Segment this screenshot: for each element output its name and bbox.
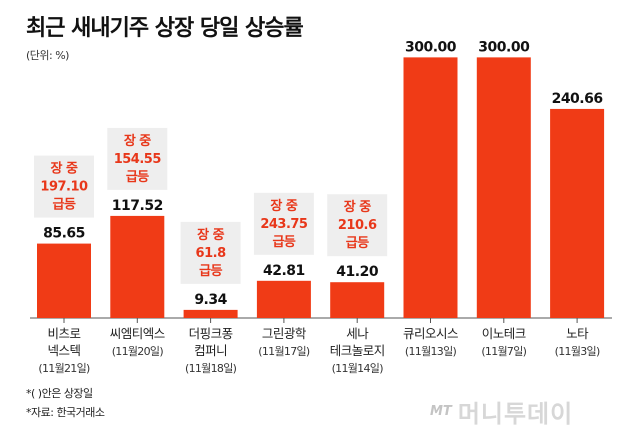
unit-label: (단위: %) (26, 49, 69, 62)
bar (256, 280, 311, 318)
listing-date-label: (11월21일) (38, 361, 90, 375)
intraday-callout-text: 급등 (126, 170, 149, 185)
intraday-callout-text: 61.8 (196, 246, 227, 261)
data-label: 41.20 (336, 264, 379, 280)
intraday-callout-text: 급등 (346, 236, 369, 251)
bar (330, 282, 385, 318)
data-label: 117.52 (112, 198, 163, 214)
intraday-callout-text: 급등 (272, 235, 295, 250)
intraday-callout-box (34, 155, 94, 218)
x-tick-label: 노타 (566, 326, 589, 341)
intraday-callout-box (327, 194, 388, 257)
intraday-callout-box (253, 192, 314, 255)
intraday-callout-box (180, 221, 241, 284)
listing-date-label: (11월14일) (332, 361, 384, 375)
intraday-callout-text: 장 중 (124, 133, 151, 149)
intraday-callout-text: 243.75 (260, 217, 308, 232)
footnotes: *( )안은 상장일 *자료: 한국거래소 (26, 384, 105, 422)
data-label: 9.34 (194, 292, 227, 308)
x-tick-label: 더핑크퐁 (189, 326, 233, 341)
listing-date-label: (11월17일) (258, 344, 310, 358)
data-label: 300.00 (478, 39, 530, 55)
intraday-callout-box (107, 127, 168, 190)
bar (37, 243, 91, 318)
bar (550, 108, 605, 318)
watermark-mt: MT (430, 403, 452, 419)
listing-date-label: (11월7일) (481, 344, 526, 358)
bar (476, 57, 531, 318)
data-label: 300.00 (405, 39, 457, 55)
intraday-callout-text: 장 중 (197, 227, 224, 243)
data-label: 85.65 (43, 226, 85, 242)
intraday-callout-text: 급등 (53, 198, 76, 213)
intraday-callout-text: 장 중 (51, 161, 78, 177)
listing-date-label: (11월13일) (405, 344, 457, 358)
listing-date-label: (11월18일) (185, 361, 237, 375)
footnote-source: *자료: 한국거래소 (26, 406, 105, 419)
x-tick-label: 씨엠티엑스 (110, 326, 165, 341)
intraday-callout-text: 197.10 (40, 180, 88, 195)
x-tick-label: 컴퍼니 (194, 343, 227, 358)
x-tick-label: 큐리오시스 (403, 326, 458, 341)
x-tick-label: 비츠로 (47, 326, 80, 341)
x-tick-label: 세나 (346, 326, 369, 341)
listing-date-label: (11월20일) (112, 344, 164, 358)
watermark-logo: MT 머니투데이 (430, 396, 574, 428)
intraday-callout-text: 급등 (199, 264, 222, 279)
intraday-callout-text: 장 중 (344, 199, 371, 215)
bar (183, 309, 238, 318)
intraday-callout-text: 154.55 (114, 152, 162, 167)
data-label: 240.66 (552, 91, 603, 107)
x-tick-label: 이노테크 (482, 326, 526, 341)
intraday-callout-text: 210.6 (338, 218, 377, 233)
listing-date-label: (11월3일) (555, 344, 600, 358)
intraday-callout-text: 장 중 (270, 198, 297, 214)
data-label: 42.81 (263, 263, 305, 279)
x-tick-label: 그린광학 (262, 326, 307, 341)
bar (403, 57, 458, 318)
chart-title: 최근 새내기주 상장 당일 상승률 (26, 16, 304, 41)
x-tick-label: 넥스텍 (47, 343, 80, 358)
footnote-listing-date: *( )안은 상장일 (26, 387, 93, 400)
watermark-name: 머니투데이 (457, 399, 574, 428)
bar (110, 215, 165, 318)
x-tick-label: 테크놀로지 (330, 343, 385, 358)
